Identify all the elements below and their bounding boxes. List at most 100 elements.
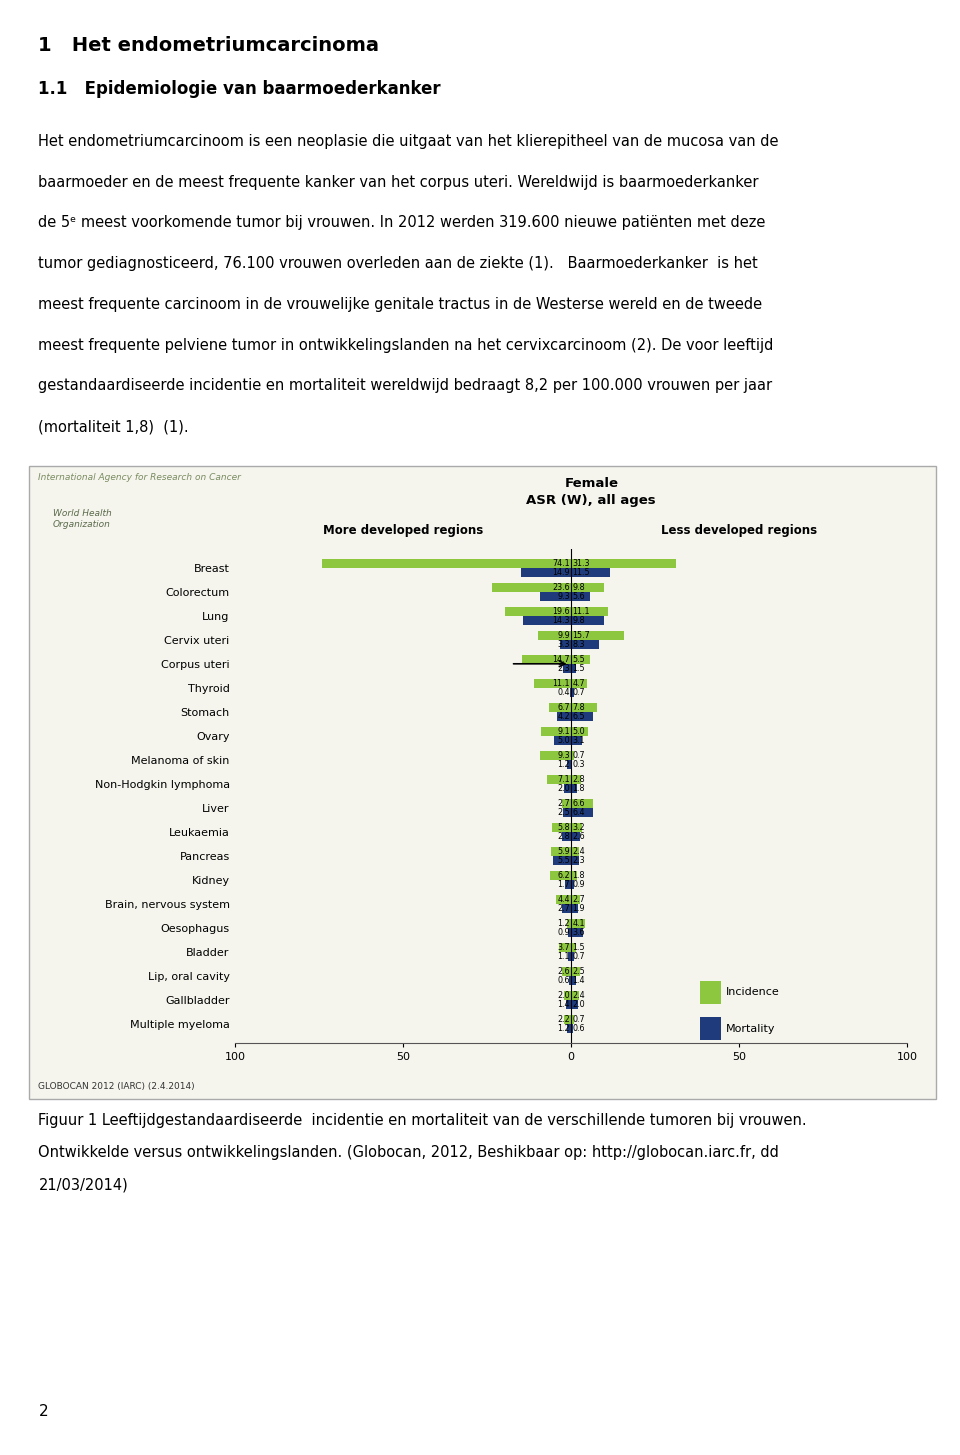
Text: 3.7: 3.7 [557, 943, 570, 952]
Text: 9.8: 9.8 [572, 582, 586, 592]
Text: 8.3: 8.3 [572, 640, 585, 649]
Text: 74.1: 74.1 [552, 559, 570, 567]
Bar [571, 1016, 573, 1024]
Text: 6.5: 6.5 [572, 711, 586, 720]
Text: World Health
Organization: World Health Organization [53, 509, 111, 530]
Text: de 5ᵉ meest voorkomende tumor bij vrouwen. In 2012 werden 319.600 nieuwe patiënt: de 5ᵉ meest voorkomende tumor bij vrouwe… [38, 215, 766, 230]
Bar [571, 655, 589, 663]
Bar [571, 760, 572, 770]
Text: 5.0: 5.0 [557, 736, 570, 745]
Text: 1.5: 1.5 [572, 663, 586, 672]
Bar [571, 1000, 578, 1010]
Text: 7.8: 7.8 [572, 703, 586, 711]
Text: 2.3: 2.3 [557, 663, 570, 672]
Text: 2.4: 2.4 [572, 991, 586, 1000]
Text: More developed regions: More developed regions [324, 524, 483, 537]
Text: 23.6: 23.6 [552, 582, 570, 592]
Text: 5.6: 5.6 [572, 592, 586, 601]
Text: 4.1: 4.1 [572, 920, 585, 928]
Text: 0.3: 0.3 [572, 760, 585, 768]
Text: 19.6: 19.6 [552, 607, 570, 615]
Text: 2.8: 2.8 [572, 776, 586, 784]
Text: gestandaardiseerde incidentie en mortaliteit wereldwijd bedraagt 8,2 per 100.000: gestandaardiseerde incidentie en mortali… [38, 378, 773, 393]
Text: 2.2: 2.2 [557, 1016, 570, 1024]
Text: 1.8: 1.8 [572, 784, 585, 793]
Bar [571, 774, 581, 784]
Text: 1.2: 1.2 [557, 920, 570, 928]
Text: 2.0: 2.0 [557, 991, 570, 1000]
Bar [557, 895, 571, 904]
Bar [571, 952, 573, 962]
Bar [564, 991, 571, 1000]
Text: 2.7: 2.7 [572, 895, 586, 904]
Text: Ontwikkelde versus ontwikkelingslanden. (Globocan, 2012, Beshikbaar op: http://g: Ontwikkelde versus ontwikkelingslanden. … [38, 1145, 780, 1160]
Text: 7.1: 7.1 [557, 776, 570, 784]
Bar [540, 726, 571, 736]
Text: 2.5: 2.5 [557, 808, 570, 816]
Bar [571, 582, 604, 592]
Text: 2.4: 2.4 [572, 847, 586, 856]
Bar [521, 567, 571, 576]
Text: 6.6: 6.6 [572, 799, 585, 808]
Bar [553, 856, 571, 866]
Bar [555, 736, 571, 745]
Text: 9.3: 9.3 [557, 592, 570, 601]
Bar [571, 920, 585, 928]
Text: 5.8: 5.8 [557, 824, 570, 832]
Bar [571, 711, 593, 722]
Text: 1   Het endometriumcarcinoma: 1 Het endometriumcarcinoma [38, 36, 379, 55]
Bar [571, 870, 577, 880]
Text: 1.7: 1.7 [557, 880, 570, 889]
Text: 1.1   Epidemiologie van baarmoederkanker: 1.1 Epidemiologie van baarmoederkanker [38, 80, 441, 97]
Text: 2: 2 [38, 1404, 48, 1419]
Bar [567, 760, 571, 770]
Text: 9.8: 9.8 [572, 615, 586, 624]
Text: meest frequente pelviene tumor in ontwikkelingslanden na het cervixcarcinoom (2): meest frequente pelviene tumor in ontwik… [38, 338, 774, 352]
Bar [550, 870, 571, 880]
Bar [571, 880, 574, 889]
Text: 11.1: 11.1 [572, 607, 590, 615]
Text: 5.0: 5.0 [572, 728, 586, 736]
Text: 3.6: 3.6 [572, 928, 585, 937]
Bar [567, 1024, 571, 1033]
Text: 6.4: 6.4 [572, 808, 585, 816]
Text: 2.8: 2.8 [557, 832, 570, 841]
Bar [569, 976, 571, 985]
Text: (mortaliteit 1,8)  (1).: (mortaliteit 1,8) (1). [38, 419, 189, 434]
Bar [547, 774, 571, 784]
Bar [551, 847, 571, 856]
Text: 1.5: 1.5 [572, 943, 586, 952]
Bar [571, 567, 610, 576]
Text: Female
ASR (W), all ages: Female ASR (W), all ages [526, 477, 656, 508]
Text: 2.0: 2.0 [572, 1000, 586, 1010]
Bar [571, 663, 576, 672]
Text: 2.6: 2.6 [557, 968, 570, 976]
Bar [571, 976, 576, 985]
Text: 9.1: 9.1 [557, 728, 570, 736]
Text: 3.1: 3.1 [572, 736, 585, 745]
Text: 1.9: 1.9 [572, 904, 586, 914]
Bar [571, 991, 579, 1000]
Bar [564, 784, 571, 793]
Bar [571, 968, 580, 976]
Text: Less developed regions: Less developed regions [661, 524, 817, 537]
Bar [571, 928, 584, 937]
Bar [492, 582, 571, 592]
Bar [571, 615, 604, 624]
Bar [571, 726, 588, 736]
Bar [564, 663, 571, 672]
Text: 0.9: 0.9 [557, 928, 570, 937]
Text: International Agency for Research on Cancer: International Agency for Research on Can… [38, 473, 241, 482]
Bar [568, 928, 571, 937]
Bar [567, 920, 571, 928]
Text: 5.9: 5.9 [557, 847, 570, 856]
Bar [571, 832, 580, 841]
Text: 2.3: 2.3 [572, 856, 586, 864]
Bar [505, 607, 571, 615]
Text: 4.2: 4.2 [557, 711, 570, 720]
Text: 2.7: 2.7 [557, 799, 570, 808]
Bar [571, 630, 624, 640]
Text: 1.4: 1.4 [558, 1000, 570, 1010]
Bar [563, 808, 571, 818]
Text: 2.7: 2.7 [557, 904, 570, 914]
